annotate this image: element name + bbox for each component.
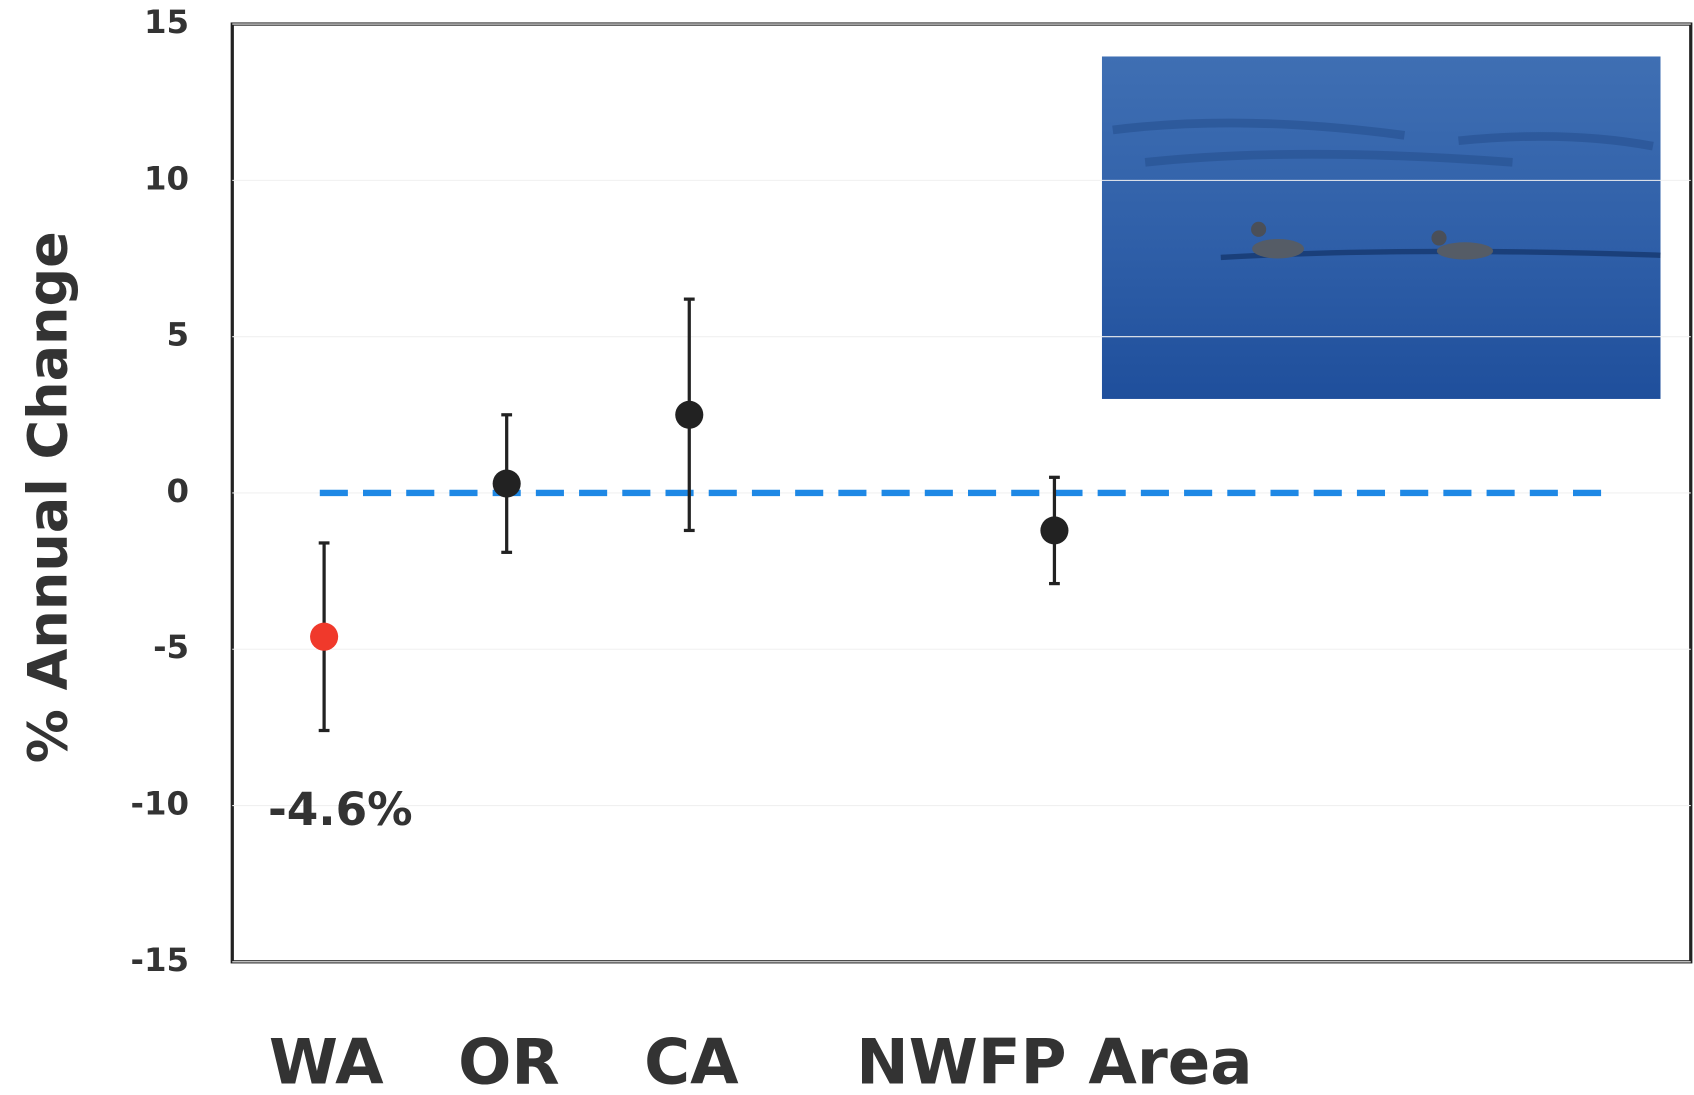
y-tick-label: 5 (167, 316, 190, 354)
x-tick-label: CA (644, 1026, 739, 1095)
point (675, 400, 704, 429)
y-tick-label: 0 (167, 472, 190, 510)
photo-inset (1101, 56, 1661, 399)
y-tick-label: -10 (131, 785, 190, 823)
y-tick-label: 10 (144, 159, 189, 197)
point (492, 469, 521, 498)
x-tick-label: OR (458, 1026, 560, 1095)
point (310, 622, 339, 651)
annotation: -4.6% (268, 783, 413, 836)
y-tick-label: 15 (144, 3, 189, 41)
x-tick-label: WA (269, 1026, 384, 1095)
x-tick-label: NWFP Area (856, 1026, 1252, 1095)
point (1040, 516, 1069, 545)
y-tick-label: -15 (131, 941, 190, 979)
y-tick-label: -5 (153, 628, 189, 666)
y-axis-label: % Annual Change (16, 231, 79, 763)
